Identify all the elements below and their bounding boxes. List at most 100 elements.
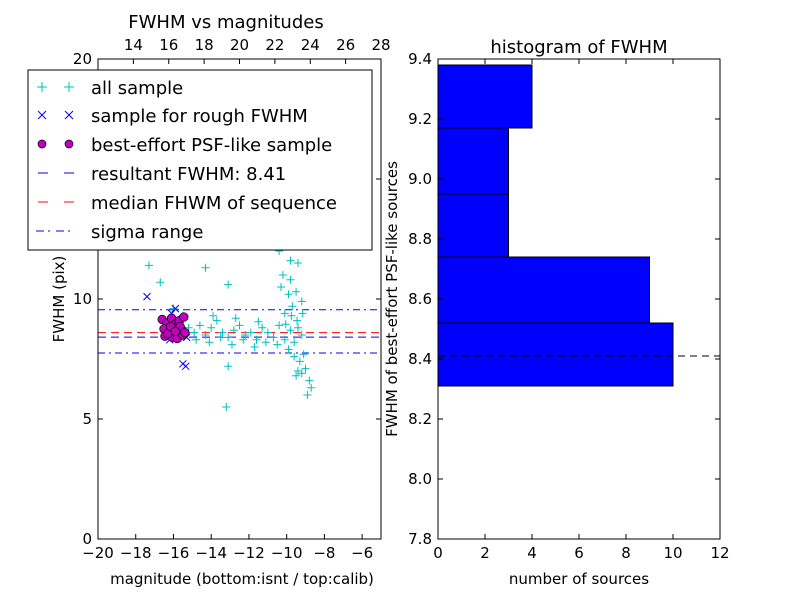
top-x-tick-label: 22 (265, 36, 284, 54)
histogram-bar (437, 256, 650, 324)
circle-marker-icon (64, 139, 74, 149)
top-x-tick-label: 14 (124, 36, 143, 54)
scatter-point-all-sample (263, 328, 272, 337)
scatter-point-all-sample (216, 333, 225, 342)
scatter-point-all-sample (235, 321, 244, 330)
top-x-tick-label: 18 (195, 36, 214, 54)
scatter-point-all-sample (192, 335, 201, 344)
scatter-point-all-sample (284, 345, 293, 354)
top-x-tick-label: 16 (159, 36, 178, 54)
scatter-point-all-sample (293, 259, 302, 267)
scatter-point-all-sample (224, 333, 233, 342)
top-x-tick-label: 26 (336, 36, 355, 54)
y-tick-label: 8.4 (408, 350, 432, 368)
y-tick-label: 0 (82, 530, 92, 548)
y-tick-label: 9.4 (408, 50, 432, 68)
scatter-point-all-sample (287, 311, 296, 320)
left-x-axis-label: magnitude (bottom:isnt / top:calib) (110, 570, 374, 588)
legend-label-sigma: sigma range (91, 222, 203, 243)
scatter-point-all-sample (286, 256, 295, 265)
scatter-point-all-sample (301, 364, 310, 373)
scatter-point-all-sample (195, 321, 204, 330)
top-x-tick-label: 28 (371, 36, 390, 54)
x-tick-label: 2 (480, 544, 490, 562)
y-tick-label: 8.8 (408, 230, 432, 248)
scatter-point-all-sample (286, 326, 295, 335)
scatter-point-best (180, 327, 190, 338)
x-tick-label: −18 (120, 544, 152, 562)
scatter-point-all-sample (275, 321, 284, 330)
scatter-point-all-sample (293, 323, 302, 332)
scatter-point-rough (181, 362, 190, 371)
circle-marker-icon (37, 139, 47, 149)
y-tick-label: 8.2 (408, 410, 432, 428)
scatter-point-all-sample (297, 369, 306, 378)
x-tick-label: 10 (663, 544, 682, 562)
scatter-point-rough (143, 292, 151, 301)
x-tick-label: 6 (574, 544, 584, 562)
scatter-point-all-sample (252, 335, 261, 344)
scatter-point-all-sample (303, 391, 312, 399)
y-tick-label: 8.0 (408, 470, 432, 488)
x-tick-label: −16 (158, 544, 190, 562)
x-tick-label: −14 (195, 544, 227, 562)
scatter-point-all-sample (280, 309, 289, 318)
y-tick-label: 7.8 (408, 530, 432, 548)
legend-entry-best: best-effort PSF-like sample (37, 135, 332, 156)
scatter-point-all-sample (261, 338, 270, 347)
scatter-point-all-sample (281, 320, 290, 329)
left-chart-title: FWHM vs magnitudes (128, 12, 323, 33)
scatter-point-all-sample (201, 263, 210, 272)
x-marker-icon (37, 110, 74, 120)
scatter-point-all-sample (280, 335, 289, 344)
scatter-point-all-sample (297, 297, 306, 306)
legend: all sample sample for rough FWHM best-ef… (27, 69, 373, 251)
legend-entry-all-sample: all sample (37, 78, 183, 99)
scatter-point-all-sample (224, 280, 233, 289)
y-tick-label: 8.6 (408, 290, 432, 308)
plus-marker-icon (37, 82, 74, 92)
scatter-point-all-sample (299, 350, 308, 359)
scatter-point-all-sample (305, 376, 314, 385)
y-tick-label: 5 (82, 410, 92, 428)
histogram-bar (437, 127, 509, 195)
scatter-point-all-sample (246, 328, 255, 337)
scatter-point-all-sample (201, 331, 210, 339)
right-y-axis-label: FWHM of best-effort PSF-like sources (383, 161, 401, 437)
top-x-tick-label: 20 (230, 36, 249, 54)
scatter-point-all-sample (231, 314, 240, 323)
scatter-point-all-sample (290, 338, 299, 347)
scatter-point-all-sample (286, 275, 295, 284)
scatter-point-all-sample (254, 317, 263, 326)
scatter-point-all-sample (229, 326, 238, 335)
scatter-point-all-sample (224, 362, 233, 371)
legend-box (27, 69, 373, 251)
legend-label-resultant: resultant FWHM: 8.41 (91, 164, 286, 185)
scatter-point-rough (171, 304, 180, 313)
scatter-point-all-sample (273, 340, 282, 349)
scatter-point-best (170, 326, 181, 337)
x-tick-label: 4 (527, 544, 537, 562)
histogram-bar (437, 193, 509, 258)
x-tick-label: −20 (82, 544, 114, 562)
right-ticks: 0 2 4 6 8 10 12 7.8 8.0 8.2 8.4 8.6 8.8 9.0 9.2 9.4 (408, 50, 729, 562)
scatter-point-all-sample (297, 331, 306, 339)
legend-entry-median: median FHWM of sequence (38, 193, 337, 214)
scatter-point-all-sample (205, 338, 214, 347)
legend-label-rough: sample for rough FWHM (91, 106, 308, 127)
scatter-point-all-sample (144, 261, 153, 270)
left-y-axis-label: FWHM (pix) (50, 256, 68, 343)
scatter-point-all-sample (207, 323, 216, 332)
scatter-point-all-sample (293, 316, 302, 325)
scatter-point-all-sample (218, 328, 227, 337)
legend-entry-sigma: sigma range (36, 222, 203, 243)
scatter-point-all-sample (278, 271, 287, 279)
scatter-point-all-sample (239, 335, 248, 344)
x-tick-label: −8 (313, 544, 335, 562)
right-axes: 0 2 4 6 8 10 12 7.8 8.0 8.2 8.4 8.6 8.8 9.0 9.2 9.4 his… (383, 37, 730, 588)
y-tick-label: 20 (73, 50, 92, 68)
scatter-point-all-sample (292, 287, 301, 296)
scatter-point-all-sample (222, 403, 231, 411)
histogram-bar (437, 64, 533, 129)
